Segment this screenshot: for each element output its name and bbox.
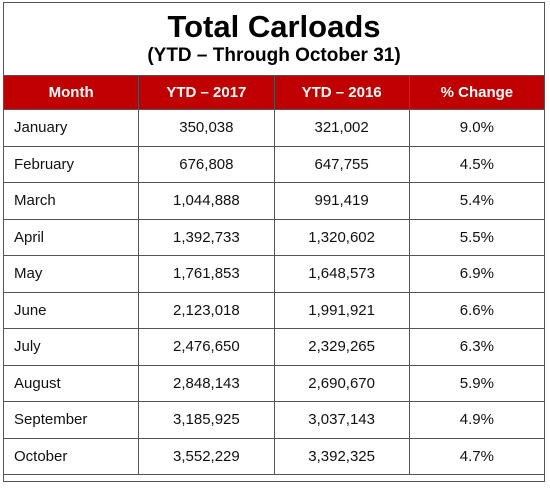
table-cell: 1,761,853 — [138, 255, 275, 293]
table-row: June 2,123,018 1,991,921 6.6% — [2, 291, 546, 329]
table-cell: 647,755 — [273, 145, 410, 183]
table-body: January 350,038 321,002 9.0% February 676,808… — [2, 109, 546, 475]
table-cell: 5.9% — [408, 364, 546, 402]
table-cell: April — [2, 218, 140, 256]
table-cell: 9.0% — [408, 109, 546, 147]
table-cell: 2,476,650 — [138, 328, 275, 366]
table-cell: 350,038 — [138, 109, 275, 147]
table-cell: 6.9% — [408, 255, 546, 293]
table-cell: January — [2, 109, 140, 147]
data-table: Month YTD – 2017 YTD – 2016% Change Januar… — [2, 75, 546, 475]
table-row: March 1,044,888 991,419 5.4% — [2, 182, 546, 220]
table-row: July 2,476,650 2,329,265 6.3% — [2, 328, 546, 366]
table-cell: 6.3% — [408, 328, 546, 366]
table-cell: September — [2, 401, 140, 439]
table-cell: July — [2, 328, 140, 366]
table-cell: October — [2, 437, 140, 475]
table-cell: 1,320,602 — [273, 218, 410, 256]
table-cell: 4.9% — [408, 401, 546, 439]
column-header: YTD – 2017 — [138, 75, 275, 110]
title: Total Carloads — [167, 9, 381, 44]
column-header: % Change — [408, 75, 546, 110]
table-cell: 1,044,888 — [138, 182, 275, 220]
table-cell: June — [2, 291, 140, 329]
table-cell: 3,037,143 — [273, 401, 410, 439]
table-cell: 1,648,573 — [273, 255, 410, 293]
table-row: August 2,848,143 2,690,670 5.9% — [2, 364, 546, 402]
table-cell: 3,552,229 — [138, 437, 275, 475]
table-cell: 1,991,921 — [273, 291, 410, 329]
table-frame: Total Carloads (YTD – Through October 31… — [2, 2, 546, 482]
table-cell: 6.6% — [408, 291, 546, 329]
table-row: October 3,552,229 3,392,325 4.7% — [2, 437, 546, 475]
table-cell: May — [2, 255, 140, 293]
table-cell: 1,392,733 — [138, 218, 275, 256]
subtitle: (YTD – Through October 31) — [147, 45, 401, 66]
table-cell: 5.4% — [408, 182, 546, 220]
table-cell: 3,185,925 — [138, 401, 275, 439]
table-cell: 5.5% — [408, 218, 546, 256]
table-row: September 3,185,925 3,037,143 4.9% — [2, 401, 546, 439]
table-cell: August — [2, 364, 140, 402]
table-cell: 321,002 — [273, 109, 410, 147]
column-header: Month — [2, 75, 140, 110]
table-cell: 4.5% — [408, 145, 546, 183]
table-row: January 350,038 321,002 9.0% — [2, 109, 546, 147]
table-cell: 2,690,670 — [273, 364, 410, 402]
table-cell: 991,419 — [273, 182, 410, 220]
table-cell: 3,392,325 — [273, 437, 410, 475]
table-row: April 1,392,733 1,320,602 5.5% — [2, 218, 546, 256]
table-cell: 2,848,143 — [138, 364, 275, 402]
header-row: Month YTD – 2017 YTD – 2016% Change — [2, 75, 546, 110]
table-cell: 2,329,265 — [273, 328, 410, 366]
table-cell: 4.7% — [408, 437, 546, 475]
table-cell: 676,808 — [138, 145, 275, 183]
table-row: May 1,761,853 1,648,573 6.9% — [2, 255, 546, 293]
table-cell: February — [2, 145, 140, 183]
column-header: YTD – 2016 — [273, 75, 410, 110]
table-row: February 676,808 647,755 4.5% — [2, 145, 546, 183]
table-cell: March — [2, 182, 140, 220]
table-cell: 2,123,018 — [138, 291, 275, 329]
